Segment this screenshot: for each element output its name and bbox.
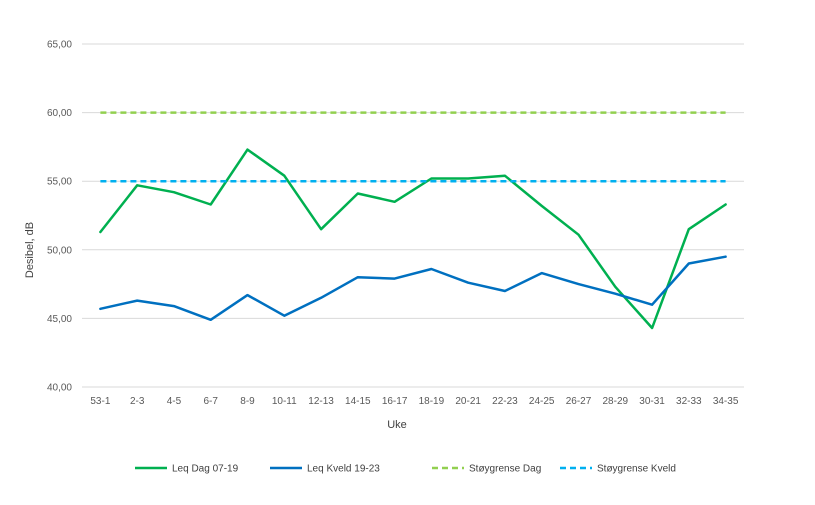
x-tick-label: 16-17 bbox=[382, 396, 408, 407]
x-tick-label: 20-21 bbox=[455, 396, 481, 407]
series-line-leq-kveld-19-23 bbox=[99, 255, 727, 322]
legend: Leq Dag 07-19 Leq Kveld 19-23 Støygrense D… bbox=[135, 464, 676, 475]
y-tick-label: 40,00 bbox=[47, 383, 72, 394]
y-tick-label: 65,00 bbox=[47, 40, 72, 51]
x-tick-label: 6-7 bbox=[203, 396, 218, 407]
series-line-leq-dag-07-19 bbox=[99, 148, 727, 330]
series-lines bbox=[99, 111, 727, 330]
y-tick-label: 45,00 bbox=[47, 314, 72, 325]
y-tick-label: 55,00 bbox=[47, 177, 72, 188]
x-tick-label: 24-25 bbox=[529, 396, 555, 407]
x-tick-label: 28-29 bbox=[602, 396, 628, 407]
x-tick-label: 34-35 bbox=[713, 396, 739, 407]
y-tick-label: 50,00 bbox=[47, 245, 72, 256]
x-tick-label: 26-27 bbox=[566, 396, 592, 407]
x-tick-label: 22-23 bbox=[492, 396, 518, 407]
gridlines bbox=[82, 43, 744, 388]
x-axis-ticks: 53-1 2-3 4-5 6-7 8-9 10-11 12-13 14-15 16-17 18-1… bbox=[90, 396, 738, 407]
y-tick-label: 60,00 bbox=[47, 108, 72, 119]
legend-label: Leq Kveld 19-23 bbox=[307, 464, 380, 475]
y-axis-ticks: 40,00 45,00 50,00 55,00 60,00 65,00 bbox=[47, 40, 72, 394]
legend-label: Støygrense Kveld bbox=[597, 464, 676, 475]
x-tick-label: 10-11 bbox=[272, 396, 297, 407]
x-tick-label: 12-13 bbox=[308, 396, 334, 407]
legend-label: Støygrense Dag bbox=[469, 464, 541, 475]
x-tick-label: 18-19 bbox=[419, 396, 445, 407]
x-tick-label: 14-15 bbox=[345, 396, 371, 407]
x-tick-label: 32-33 bbox=[676, 396, 702, 407]
legend-label: Leq Dag 07-19 bbox=[172, 464, 239, 475]
x-tick-label: 4-5 bbox=[167, 396, 182, 407]
x-axis-title: Uke bbox=[387, 419, 407, 431]
y-axis-title: Desibel, dB bbox=[24, 222, 36, 278]
x-tick-label: 8-9 bbox=[240, 396, 255, 407]
x-tick-label: 53-1 bbox=[90, 396, 110, 407]
x-tick-label: 30-31 bbox=[639, 396, 665, 407]
x-tick-label: 2-3 bbox=[130, 396, 145, 407]
